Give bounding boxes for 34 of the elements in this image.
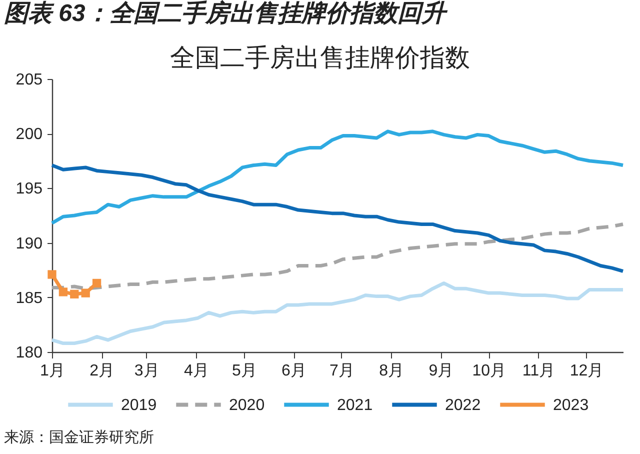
line-series [50,281,625,346]
y-tick-label: 180 [16,344,43,362]
line-series [50,130,625,225]
legend-label: 2021 [337,396,373,414]
line-series [50,164,625,273]
chart-subtitle: 全国二手房出售挂牌价指数 [170,44,470,72]
y-tick-label: 190 [16,235,43,252]
x-tick-label: 10月 [472,362,506,380]
x-tick-label: 11月 [522,362,556,380]
source-note: 来源：国金证券研究所 [4,429,154,446]
x-tick-label: 12月 [570,362,604,380]
legend-label: 2019 [121,396,157,414]
x-tick-label: 4月 [184,362,209,380]
y-tick-label: 205 [16,72,43,88]
y-tick-label: 195 [16,180,43,198]
legend-label: 2020 [229,396,265,414]
legend-label: 2023 [553,396,589,414]
point [81,288,90,298]
point [58,288,68,296]
y-tick-label: 185 [16,290,43,307]
x-tick-label: 6月 [282,362,306,380]
x-tick-label: 9月 [428,362,454,380]
point [92,278,102,288]
x-tick-label: 1月 [40,362,65,380]
x-tick-label: 3月 [134,362,160,380]
y-tick-label: 200 [16,126,43,144]
point [70,290,79,298]
x-tick-label: 7月 [330,362,354,380]
x-tick-label: 5月 [232,362,257,380]
legend-label: 2022 [445,396,481,414]
chart-title: 图表 63：全国二手房出售挂牌价指数回升 [4,0,448,27]
point [48,270,56,279]
x-tick-label: 8月 [379,362,404,380]
x-tick-label: 2月 [90,362,115,380]
